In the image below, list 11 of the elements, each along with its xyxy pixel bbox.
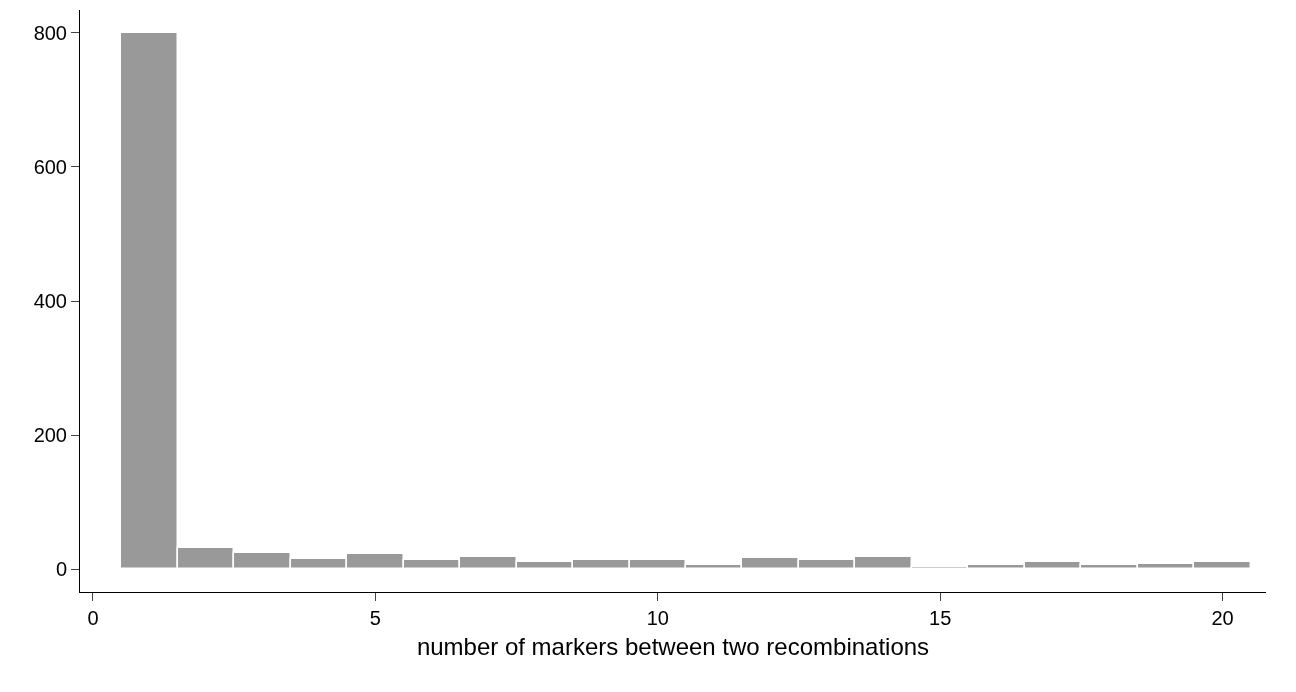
x-tick-label: 20 [1211, 607, 1234, 629]
x-axis-title: number of markers between two recombinations [416, 633, 930, 661]
y-tick-label: 200 [33, 424, 67, 447]
y-tick-label: 400 [33, 290, 67, 312]
x-tick-label: 0 [87, 607, 99, 629]
y-tick-label: 600 [33, 155, 67, 178]
x-tick-label: 10 [646, 607, 669, 629]
y-tick-label: 800 [33, 21, 67, 44]
y-tick-label: 0 [55, 558, 67, 581]
x-tick-label: 15 [929, 607, 952, 629]
x-tick-label: 5 [369, 607, 381, 629]
